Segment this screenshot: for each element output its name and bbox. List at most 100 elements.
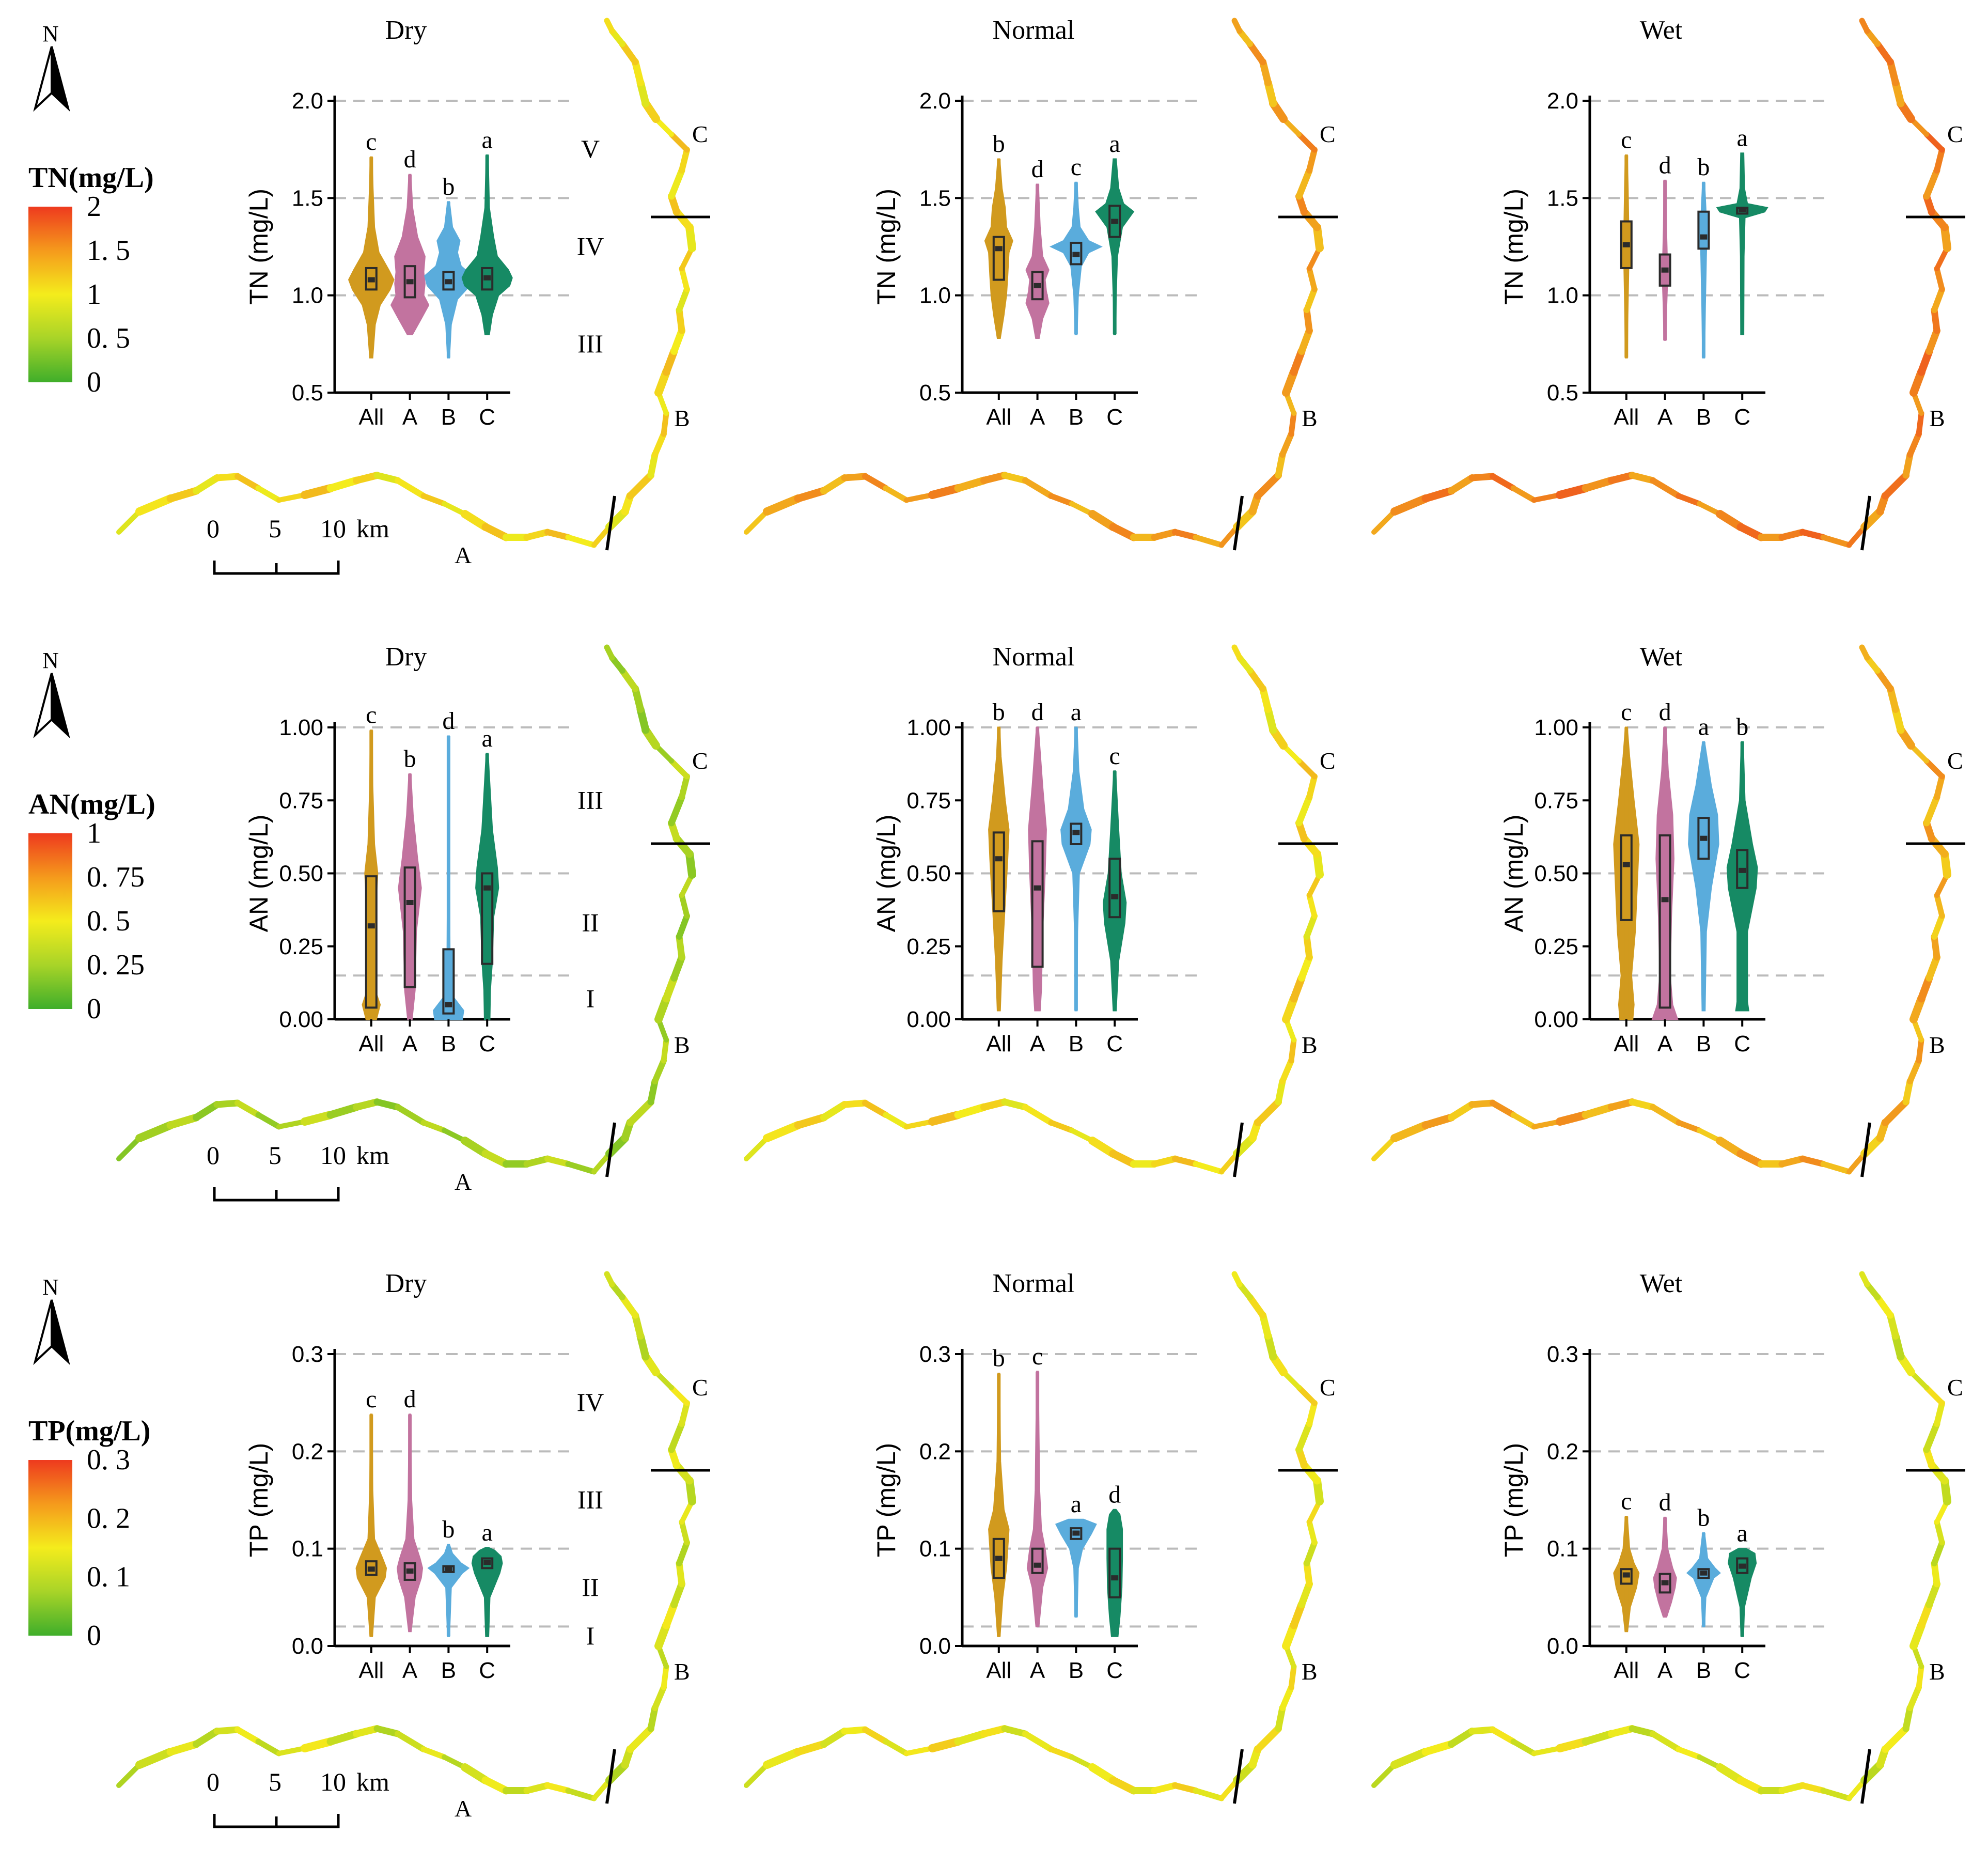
class-label: IV: [577, 1388, 604, 1417]
river-segment: [1448, 1728, 1476, 1748]
river-segment: [1275, 451, 1286, 479]
river-segment: [1650, 1104, 1682, 1126]
river-segment: [1902, 1078, 1914, 1106]
violin-chart-r1c0: Dry 0.00 0.25 0.50 0.75 1.00 AN (mg/L) c All b Ad B…: [244, 642, 603, 1056]
river-segment: [928, 1737, 962, 1752]
y-axis-label: TP (mg/L): [1499, 1443, 1528, 1557]
y-tick-label: 1.5: [292, 185, 323, 211]
significance-letter: b: [993, 1345, 1005, 1372]
river-segment: [1799, 1156, 1826, 1167]
river-segment: [744, 1136, 770, 1161]
violin-median: [406, 900, 414, 905]
river-segment: [841, 473, 869, 481]
y-tick-label: 1.0: [919, 283, 951, 308]
river-segment: [661, 410, 669, 437]
legend-tick: 0: [87, 366, 101, 398]
river-segment: [652, 431, 667, 458]
river-segment: [619, 1294, 639, 1319]
significance-letter: c: [1071, 153, 1082, 181]
x-tick-label: A: [402, 1658, 418, 1683]
river-segment: [1916, 1037, 1924, 1064]
river-segment: [1279, 1058, 1294, 1084]
scale-label-unit: km: [356, 1141, 389, 1170]
river-segment: [1290, 347, 1306, 376]
segment-label-b: B: [674, 1658, 690, 1685]
river-segment: [1109, 1776, 1138, 1795]
violin-median: [1072, 1530, 1080, 1536]
significance-letter: d: [404, 1386, 416, 1413]
river-segment: [565, 534, 597, 548]
violin-B: d: [433, 707, 464, 1020]
x-tick-label: C: [1734, 1658, 1750, 1683]
river-segment: [904, 1119, 935, 1129]
y-axis-label: TP (mg/L): [244, 1443, 273, 1557]
river-segment: [627, 1098, 654, 1126]
river-segment: [1736, 1149, 1765, 1168]
river-segment: [668, 131, 690, 153]
x-tick-label: C: [479, 405, 495, 430]
river-segment: [1151, 1782, 1179, 1794]
y-tick-label: 2.0: [1547, 88, 1578, 114]
significance-letter: c: [366, 128, 377, 156]
river-segment: [1923, 131, 1945, 153]
river-segment: [1303, 933, 1313, 961]
river-segment: [1650, 1731, 1682, 1752]
y-tick-label: 0.50: [1534, 861, 1578, 887]
river-segment: [647, 451, 659, 479]
violin-median: [367, 1566, 375, 1572]
violin-chart-r1c2: Wet 0.00 0.25 0.50 0.75 1.00 AN (mg/L) c All d Aa B…: [1499, 642, 1827, 1056]
violin-B: a: [1688, 713, 1719, 1012]
x-tick-label: A: [1657, 1031, 1673, 1056]
legend-title: TP(mg/L): [28, 1415, 150, 1447]
river-segment: [1931, 286, 1945, 313]
y-tick-label: 1.00: [906, 715, 951, 740]
x-tick-label: A: [1030, 1031, 1045, 1056]
violin-median: [445, 1002, 452, 1007]
river-segment: [461, 1763, 490, 1784]
river-segment: [1296, 758, 1318, 780]
river-segment: [954, 476, 988, 492]
river-segment: [1820, 534, 1852, 548]
river-segment: [1295, 167, 1313, 200]
significance-letter: d: [1031, 156, 1044, 183]
violin-A: c: [1026, 1343, 1048, 1627]
river-segment: [676, 933, 685, 961]
river-segment: [1799, 529, 1826, 540]
y-tick-label: 0.3: [292, 1342, 323, 1367]
river-segment: [255, 1112, 282, 1130]
violin-median: [1739, 867, 1746, 873]
significance-letter: c: [1621, 1488, 1632, 1515]
segment-label-b: B: [1302, 1658, 1318, 1685]
river-segment: [1629, 1725, 1656, 1737]
river-segment: [1246, 40, 1266, 66]
river-segment: [1676, 1746, 1702, 1760]
x-tick-label: A: [1030, 405, 1045, 430]
violin-median: [406, 279, 414, 285]
significance-letter: b: [1697, 1504, 1710, 1532]
y-axis-label: TN (mg/L): [872, 189, 901, 305]
river-segment: [980, 1098, 1008, 1111]
river-segment: [1874, 40, 1894, 66]
river-segment: [1306, 147, 1318, 174]
river-segment: [1421, 1740, 1455, 1756]
river-segment: [276, 1119, 307, 1129]
x-tick-label: All: [358, 1658, 384, 1683]
river-segment: [1306, 1519, 1318, 1546]
scale-bar: 0 5 10 km: [207, 1141, 389, 1202]
river-segment: [301, 1737, 335, 1752]
north-label: N: [42, 648, 59, 673]
river-segment: [544, 529, 571, 540]
y-tick-label: 0.50: [279, 861, 323, 887]
river-segment: [862, 473, 889, 491]
river-segment: [1275, 1078, 1286, 1106]
significance-letter: b: [993, 130, 1005, 158]
river-segment: [1799, 1782, 1826, 1794]
violin-median: [1739, 1563, 1746, 1569]
violin-All: b: [984, 130, 1013, 339]
river-segment: [662, 974, 678, 1003]
river-segment: [1629, 472, 1656, 484]
river-segment: [255, 485, 282, 503]
violin-A: d: [1025, 156, 1050, 339]
violin-median: [367, 277, 375, 283]
